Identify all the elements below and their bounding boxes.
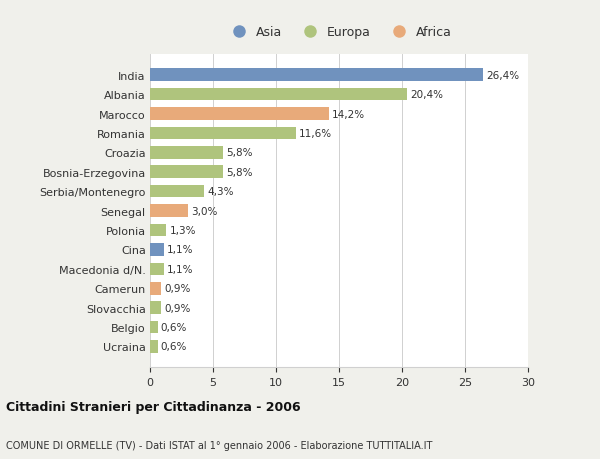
Bar [150,185,204,198]
Bar [150,147,223,159]
Text: COMUNE DI ORMELLE (TV) - Dati ISTAT al 1° gennaio 2006 - Elaborazione TUTTITALIA: COMUNE DI ORMELLE (TV) - Dati ISTAT al 1… [6,440,433,450]
Bar [150,244,164,256]
Text: 5,8%: 5,8% [226,168,253,177]
Bar [150,127,296,140]
Bar [150,302,161,314]
Text: 4,3%: 4,3% [208,187,234,197]
Bar [150,166,223,179]
Legend: Asia, Europa, Africa: Asia, Europa, Africa [223,24,455,42]
Text: 11,6%: 11,6% [299,129,332,139]
Text: 0,6%: 0,6% [161,342,187,352]
Text: 26,4%: 26,4% [486,71,519,80]
Text: 1,3%: 1,3% [170,225,196,235]
Bar [150,321,158,334]
Bar [150,224,166,237]
Bar [150,89,407,101]
Text: 14,2%: 14,2% [332,109,365,119]
Bar [150,108,329,121]
Bar [150,282,161,295]
Text: 1,1%: 1,1% [167,264,194,274]
Text: 0,9%: 0,9% [164,303,191,313]
Bar [150,341,158,353]
Bar [150,263,164,275]
Text: 20,4%: 20,4% [410,90,443,100]
Text: 1,1%: 1,1% [167,245,194,255]
Bar [150,205,188,218]
Text: Cittadini Stranieri per Cittadinanza - 2006: Cittadini Stranieri per Cittadinanza - 2… [6,400,301,413]
Text: 5,8%: 5,8% [226,148,253,158]
Text: 3,0%: 3,0% [191,206,217,216]
Text: 0,9%: 0,9% [164,284,191,294]
Text: 0,6%: 0,6% [161,322,187,332]
Bar [150,69,482,82]
